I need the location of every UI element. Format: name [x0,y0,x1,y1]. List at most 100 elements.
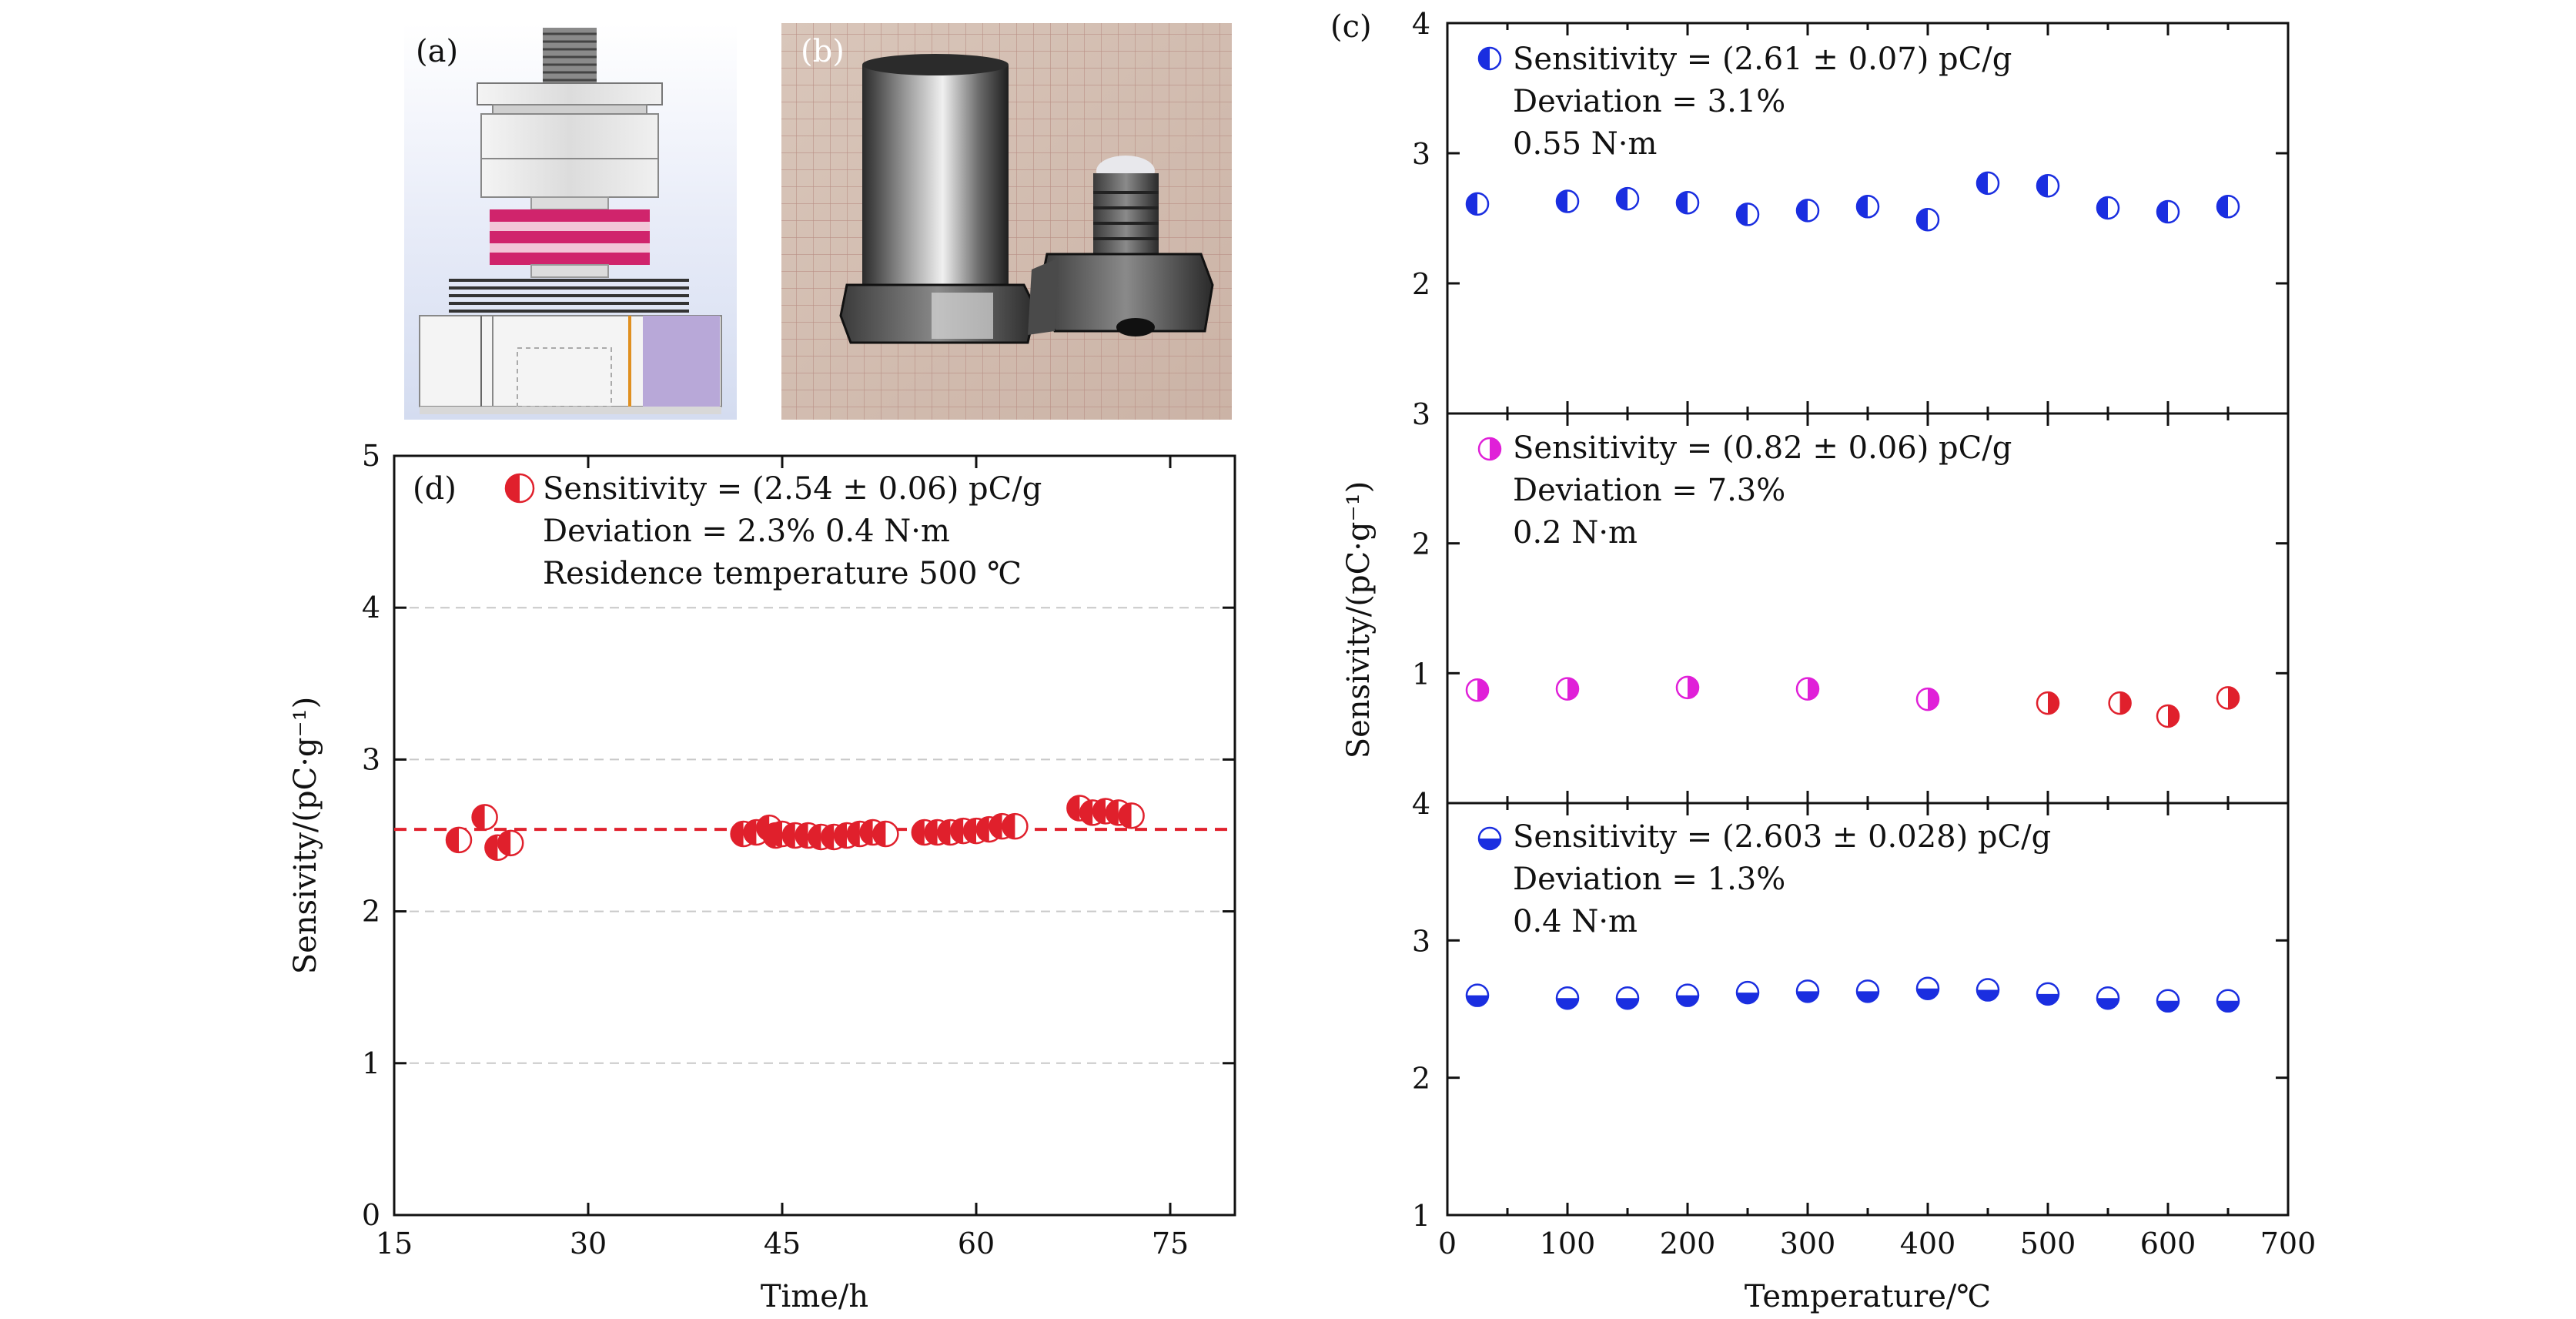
chart-c-middle-legend-marker [1477,437,1502,461]
chart-c-x-label: Temperature/℃ [1745,1279,1991,1314]
chart-d-point [497,829,524,857]
chart-c-bottom-ytick-label: 2 [1412,1062,1430,1096]
chart-c-bottom-point [2156,989,2180,1013]
chart-c-bottom-point [1555,986,1580,1010]
chart-c-middle-ytick-label: 1 [1412,657,1430,691]
chart-c-xtick-label: 600 [2140,1227,2196,1260]
chart-c-top-legend-line-1: Sensitivity = (2.61 ± 0.07) pC/g [1513,42,2012,77]
photo-a-sensor-drawing [404,23,737,420]
chart-c-bottom-point [1975,978,2000,1002]
chart-c-xtick-label: 700 [2260,1227,2317,1260]
chart-d-ytick-label: 1 [362,1046,380,1080]
chart-d-point [872,820,899,848]
chart-c-top-point [2156,199,2180,224]
chart-d-legend-marker [504,473,535,504]
chart-c-bottom-ytick-label: 4 [1412,787,1430,821]
chart-c-middle-legend-line-2: Deviation = 7.3% [1513,473,1785,508]
chart-c-top-point [2036,174,2060,198]
chart-c-bottom-point [2216,989,2240,1013]
chart-c-bottom-point [1615,986,1640,1010]
chart-c-bottom-legend-line-1: Sensitivity = (2.603 ± 0.028) pC/g [1513,819,2051,855]
photo-b-sensor-photo [781,23,1232,420]
chart-c-temperature-stability: 2 3 4 1 2 3 1 2 3 4 0 100 200 300 400 500 600 700 Sensiti… [1341,7,2316,1314]
chart-d-xtick-label: 75 [1152,1227,1189,1260]
chart-d-point [1118,802,1145,829]
chart-d-xtick-label: 60 [958,1227,995,1260]
chart-c-bottom-legend-line-3: 0.4 N·m [1513,904,1638,939]
chart-d-legend-line-1: Sensitivity = (2.54 ± 0.06) pC/g [543,471,1042,507]
chart-c-top-legend: Sensitivity = (2.61 ± 0.07) pC/g Deviati… [1477,42,2012,162]
chart-d-xtick-label: 15 [376,1227,413,1260]
chart-c-top-legend-line-3: 0.55 N·m [1513,126,1657,162]
panel-label-d: (d) [413,471,457,507]
chart-c-middle-point [2216,686,2240,710]
chart-c-top-legend-marker [1477,46,1502,71]
chart-c-top-legend-line-2: Deviation = 3.1% [1513,84,1785,119]
panel-label-a: (a) [416,34,458,69]
chart-c-top-point [1975,171,2000,196]
chart-c-xtick-label: 300 [1780,1227,1836,1260]
chart-c-top-point [1675,190,1700,215]
chart-c-middle-point [2108,691,2132,715]
chart-c-middle-ytick-label: 3 [1412,397,1430,431]
chart-c-middle-point [2036,691,2060,715]
chart-d-legend-line-2: Deviation = 2.3% 0.4 N·m [543,514,950,549]
chart-c-bottom-ytick-label: 1 [1412,1199,1430,1233]
chart-c-bottom-point [1675,983,1700,1007]
panel-label-b: (b) [801,34,845,69]
chart-c-top-point [1855,195,1880,219]
chart-d-legend-line-3: Residence temperature 500 ℃ [543,556,1022,591]
chart-c-middle-point [1795,677,1820,701]
chart-c-xtick-label: 400 [1900,1227,1956,1260]
chart-c-top-point [1465,192,1490,216]
chart-c-bottom-point [1855,979,1880,1003]
chart-c-bottom-point [1915,976,1940,1000]
chart-c-bottom-legend-symbol [1477,826,1502,851]
chart-c-y-label: Sensivity/(pC·g⁻¹) [1341,481,1377,759]
chart-d-point [445,826,473,854]
chart-d-legend: Sensitivity = (2.54 ± 0.06) pC/g Deviati… [504,471,1042,591]
chart-c-middle-legend-line-3: 0.2 N·m [1513,515,1638,551]
chart-c-middle-legend-line-1: Sensitivity = (0.82 ± 0.06) pC/g [1513,430,2012,466]
chart-c-top-legend-symbol [1477,46,1502,71]
chart-c-middle-point [1555,677,1580,701]
chart-d-points [445,795,1145,862]
chart-c-middle-legend: Sensitivity = (0.82 ± 0.06) pC/g Deviati… [1477,430,2012,551]
chart-c-top-ytick-label: 4 [1412,7,1430,41]
chart-d-frame [393,454,1236,1217]
chart-c-xtick-label: 100 [1540,1227,1596,1260]
chart-c-bottom-point [2096,986,2120,1010]
panel-label-c: (c) [1330,9,1372,45]
chart-c-bottom-legend-marker [1477,826,1502,851]
chart-d-ytick-label: 4 [362,591,380,624]
chart-c-xtick-label: 200 [1660,1227,1716,1260]
chart-c-top-point [1555,189,1580,213]
chart-c-ticks: 2 3 4 1 2 3 1 2 3 4 0 100 200 300 400 500 600 700 [1412,7,2316,1260]
chart-c-bottom-point [2036,982,2060,1006]
chart-d-ytick-label: 3 [362,742,380,776]
chart-c-top-point [1915,207,1940,232]
chart-c-xtick-label: 500 [2020,1227,2076,1260]
chart-c-bottom-legend: Sensitivity = (2.603 ± 0.028) pC/g Devia… [1477,819,2051,939]
chart-d-legend-symbol [504,473,535,504]
chart-d-point [471,804,498,831]
chart-c-bottom-legend-line-2: Deviation = 1.3% [1513,862,1785,897]
chart-d-ytick-label: 2 [362,895,380,929]
chart-d-point [1002,812,1029,840]
chart-c-xtick-label: 0 [1438,1227,1457,1260]
chart-c-middle-point [2156,704,2180,728]
chart-c-middle-point [1915,687,1940,711]
chart-d-x-label: Time/h [761,1279,868,1314]
chart-c-top-point [1735,203,1760,226]
chart-c-points [1465,171,2240,1013]
chart-d-xtick-label: 30 [570,1227,607,1260]
chart-c-middle-point [1675,675,1700,700]
chart-c-bottom-point [1465,983,1490,1007]
chart-c-middle-point [1465,678,1490,702]
chart-c-top-point [2096,196,2120,220]
chart-d-ytick-label: 5 [362,439,380,473]
chart-c-top-point [1795,199,1820,223]
